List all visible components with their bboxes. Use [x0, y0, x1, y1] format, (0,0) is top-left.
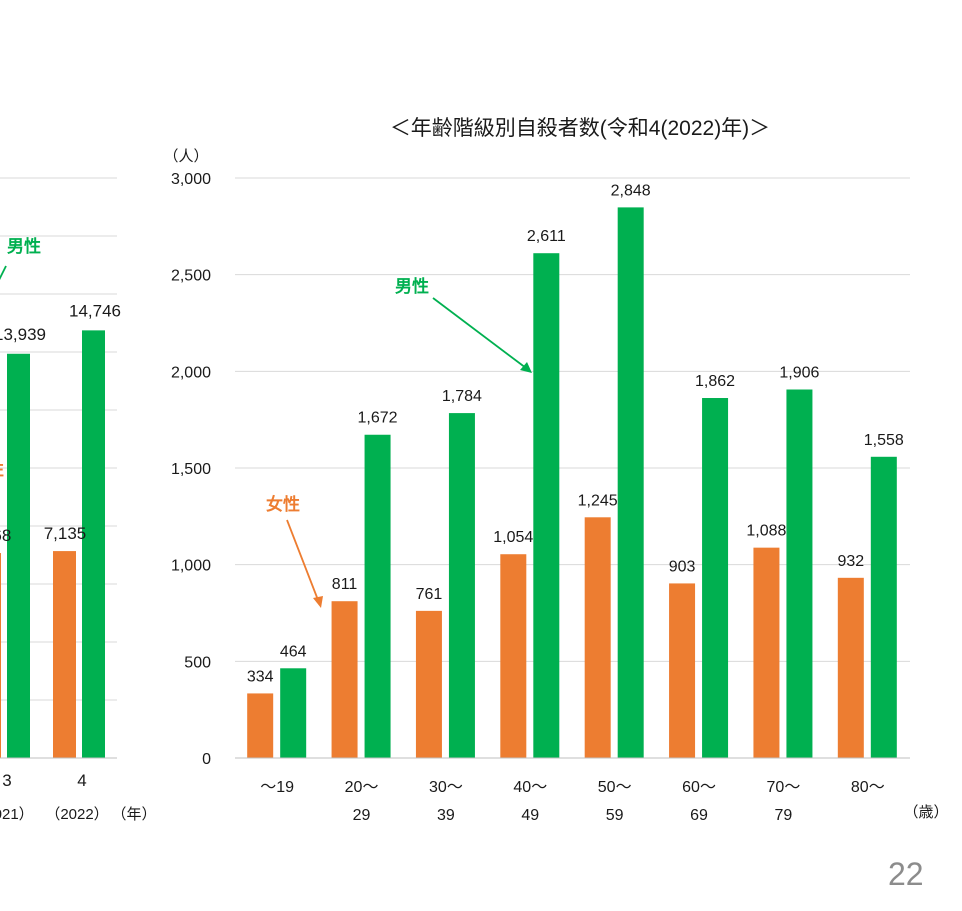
- x-tick-sublabel: （2021）: [0, 806, 34, 823]
- bar-male: [702, 398, 729, 758]
- bar-male: [7, 353, 30, 758]
- bar-female: [500, 554, 527, 758]
- data-label-female: 334: [247, 668, 274, 685]
- annotation-male: 男性: [395, 276, 429, 296]
- bar-female: [247, 693, 274, 758]
- bar-male: [280, 668, 307, 758]
- bar-male: [82, 330, 105, 758]
- arrow-female: [286, 519, 319, 601]
- data-label-male: 1,672: [358, 410, 398, 427]
- data-label-male: 2,848: [611, 182, 651, 199]
- x-tick-label: 〜19: [260, 779, 294, 796]
- annotation-female: 女性: [0, 459, 4, 479]
- x-tick-sublabel: 49: [521, 807, 539, 824]
- y-tick-label: 2,500: [171, 268, 211, 285]
- bar-male: [870, 456, 897, 758]
- x-tick-label: 50〜: [598, 779, 632, 796]
- bar-female: [415, 610, 442, 758]
- x-tick-label: 60〜: [682, 779, 716, 796]
- left-chart-yearly-totals: 7,068 13,939 3 （2021） 7,135 14,746 4 （2022）（年） 男…: [0, 177, 157, 823]
- bar-female: [753, 547, 780, 758]
- x-tick-label: 20〜: [345, 779, 379, 796]
- x-tick-sublabel: 29: [353, 807, 371, 824]
- x-axis-unit: （歳）: [903, 804, 948, 821]
- page-number: 22: [888, 856, 924, 892]
- y-axis-unit: （人）: [163, 148, 208, 165]
- x-tick-label: 80〜: [851, 779, 885, 796]
- arrow-male: [432, 297, 527, 369]
- data-label-female: 1,054: [493, 529, 533, 546]
- arrowhead-male: [520, 362, 532, 373]
- bar-male: [448, 413, 475, 758]
- right-chart-age-groups: ＜年齢階級別自殺者数(令和4(2022)年)＞ （人） （歳） 0 500 1,00…: [163, 117, 948, 824]
- y-tick-label: 1,000: [171, 558, 211, 575]
- x-tick-sublabel: 69: [690, 807, 708, 824]
- arrow-male: [0, 265, 7, 281]
- y-tick-label: 500: [184, 654, 211, 671]
- y-tick-label: 2,000: [171, 364, 211, 381]
- x-tick-sublabel: （2022）: [45, 806, 108, 823]
- data-label-male: 1,906: [779, 365, 819, 382]
- bar-female: [53, 551, 76, 758]
- bar-female: [331, 601, 358, 758]
- x-tick-sublabel: 79: [775, 807, 793, 824]
- bar-male: [533, 253, 560, 758]
- y-tick-label: 3,000: [171, 171, 211, 188]
- bar-female: [669, 583, 696, 758]
- data-label-male: 13,939: [0, 325, 46, 344]
- bar-male: [364, 434, 391, 758]
- x-axis-unit: （年）: [111, 806, 156, 823]
- data-label-female: 811: [332, 576, 358, 593]
- data-label-female: 1,088: [746, 523, 786, 540]
- data-label-male: 1,784: [442, 388, 482, 405]
- bar-male: [617, 207, 644, 759]
- chart-title: ＜年齢階級別自殺者数(令和4(2022)年)＞: [390, 117, 770, 140]
- data-label-male: 2,611: [527, 228, 566, 245]
- data-label-female: 903: [669, 558, 696, 575]
- annotation-female: 女性: [266, 494, 300, 514]
- data-label-female: 932: [837, 553, 864, 570]
- data-label-female: 761: [416, 586, 443, 603]
- data-label-female: 7,068: [0, 526, 11, 545]
- bar-male: [786, 389, 813, 758]
- bar-female: [584, 517, 611, 758]
- x-tick-sublabel: 59: [606, 807, 624, 824]
- bar-female: [0, 553, 1, 758]
- data-label-female: 1,245: [578, 492, 618, 509]
- y-tick-label: 1,500: [171, 461, 211, 478]
- data-label-male: 14,746: [69, 301, 121, 320]
- bar-female: [837, 577, 864, 758]
- data-label-male: 1,558: [864, 432, 904, 449]
- x-tick-label: 30〜: [429, 779, 463, 796]
- data-label-male: 464: [280, 643, 307, 660]
- x-tick-sublabel: 39: [437, 807, 455, 824]
- data-label-female: 7,135: [44, 524, 87, 543]
- x-tick-label: 4: [77, 771, 86, 790]
- x-tick-label: 40〜: [513, 779, 547, 796]
- x-tick-label: 3: [2, 771, 11, 790]
- annotation-male: 男性: [7, 236, 41, 256]
- arrowhead-female: [313, 596, 323, 608]
- x-tick-label: 70〜: [767, 779, 801, 796]
- y-tick-label: 0: [202, 751, 211, 768]
- data-label-male: 1,862: [695, 373, 735, 390]
